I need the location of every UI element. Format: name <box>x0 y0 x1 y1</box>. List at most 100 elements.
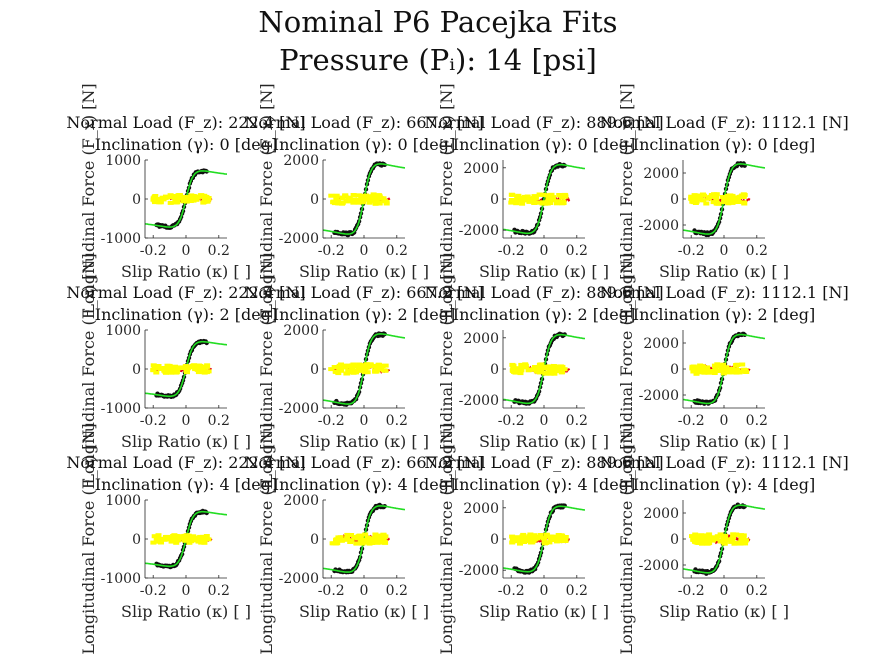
residual-yellow-point <box>526 536 533 541</box>
residual-yellow-point <box>353 364 360 369</box>
y-tick-label: 0 <box>490 192 499 208</box>
x-axis-label: Slip Ratio (κ) [ ] <box>659 262 789 281</box>
residual-yellow-point <box>704 538 711 543</box>
residual-yellow-point <box>328 367 335 372</box>
residual-yellow-point <box>197 364 204 368</box>
y-tick-label: -2000 <box>459 223 499 239</box>
residual-yellow-point <box>691 193 698 198</box>
residual-yellow-point <box>362 532 369 537</box>
subplot-title-load: Normal Load (F_z): 667.2 [N] <box>244 113 483 132</box>
residual-yellow-point <box>690 368 697 373</box>
y-tick-label: 1000 <box>105 323 141 339</box>
subplot-2-1: Normal Load (F_z): 667.2 [N] Inclination … <box>244 423 483 654</box>
residual-yellow-point <box>550 534 557 539</box>
x-tick-label: 0.2 <box>566 413 588 429</box>
x-axis-label: Slip Ratio (κ) [ ] <box>479 602 609 621</box>
x-tick-label: 0 <box>720 243 729 259</box>
subplot-title-load: Normal Load (F_z): 1112.1 [N] <box>599 283 848 302</box>
residual-yellow-point <box>526 199 533 204</box>
residual-yellow-point <box>372 532 379 537</box>
residual-yellow-point <box>522 536 529 541</box>
fit-curve <box>503 163 585 235</box>
residual-yellow-point <box>181 366 188 370</box>
residual-yellow-point <box>544 193 551 198</box>
subplot-1-2: Normal Load (F_z): 889.6 [N] Inclination … <box>424 253 663 484</box>
residual-yellow-series <box>689 532 750 546</box>
residual-yellow-point <box>520 538 527 543</box>
residual-yellow-point <box>517 541 523 546</box>
residual-yellow-point <box>155 364 162 368</box>
y-axis-label: Longitudinal Force (F_x) [N] <box>437 83 456 314</box>
residual-yellow-point <box>342 193 349 198</box>
residual-yellow-point <box>562 539 569 543</box>
residual-yellow-point <box>546 540 553 545</box>
y-tick-label: 2000 <box>283 323 319 339</box>
subplot-1-0: Normal Load (F_z): 222.4 [N] Inclination … <box>66 253 305 484</box>
x-axis-label: Slip Ratio (κ) [ ] <box>299 432 429 451</box>
residual-yellow-point <box>363 194 369 199</box>
residual-yellow-point <box>704 365 711 370</box>
residual-yellow-point <box>171 535 178 540</box>
y-tick-label: 2000 <box>283 153 319 169</box>
y-axis-label: Longitudinal Force (F_x) [N] <box>617 253 636 484</box>
residual-yellow-point <box>342 365 348 370</box>
residual-yellow-series <box>328 192 390 206</box>
residual-yellow-point <box>555 368 562 373</box>
y-tick-label: -2000 <box>459 393 499 409</box>
residual-yellow-point <box>549 195 556 200</box>
residual-yellow-point <box>712 367 719 371</box>
residual-yellow-point <box>700 198 707 203</box>
residual-yellow-point <box>718 538 724 543</box>
y-tick-label: -2000 <box>639 558 679 574</box>
residual-yellow-point <box>560 201 567 205</box>
subplot-0-3: Normal Load (F_z): 1112.1 [N] Inclination… <box>599 83 848 314</box>
residual-yellow-point <box>693 536 700 541</box>
residual-yellow-point <box>184 370 190 375</box>
x-tick-label: 0 <box>540 583 549 599</box>
residual-yellow-point <box>182 198 189 203</box>
y-tick-label: -2000 <box>279 571 319 587</box>
plot-area <box>323 502 405 575</box>
residual-yellow-point <box>508 192 515 197</box>
residual-yellow-point <box>382 199 389 204</box>
x-axis-label: Slip Ratio (κ) [ ] <box>479 432 609 451</box>
residual-yellow-point <box>531 534 538 539</box>
y-axis-label: Longitudinal Force (F_x) [N] <box>257 423 276 654</box>
subplot-title-load: Normal Load (F_z): 1112.1 [N] <box>599 453 848 472</box>
x-tick-label: 0.2 <box>386 243 408 259</box>
x-tick-label: -0.2 <box>318 243 345 259</box>
y-tick-label: -2000 <box>459 563 499 579</box>
residual-yellow-point <box>721 538 728 543</box>
residual-yellow-point <box>510 200 516 205</box>
residual-yellow-point <box>344 371 351 376</box>
residual-yellow-point <box>353 368 360 373</box>
residual-yellow-point <box>173 370 180 375</box>
subplot-title-inclination: Inclination (γ): 0 [deg] <box>273 135 455 154</box>
residual-yellow-point <box>689 534 695 539</box>
subplot-2-3: Normal Load (F_z): 1112.1 [N] Inclination… <box>599 423 848 654</box>
figure-title-line2: Pressure (Pᵢ): 14 [psi] <box>279 43 597 77</box>
y-tick-label: -2000 <box>279 401 319 417</box>
residual-yellow-point <box>155 533 162 538</box>
residual-yellow-point <box>336 363 343 368</box>
residual-yellow-point <box>509 362 516 367</box>
y-tick-label: 2000 <box>463 331 499 347</box>
x-axis-label: Slip Ratio (κ) [ ] <box>121 432 251 451</box>
residual-yellow-point <box>730 532 737 537</box>
residual-yellow-point <box>333 193 340 198</box>
plot-area <box>503 503 585 575</box>
residual-yellow-point <box>151 534 158 539</box>
residual-yellow-point <box>355 193 362 198</box>
residual-yellow-point <box>738 533 745 538</box>
x-tick-label: -0.2 <box>498 583 525 599</box>
y-axis-label: Longitudinal Force (F_x) [N] <box>437 423 456 654</box>
residual-yellow-point <box>150 368 157 373</box>
residual-yellow-point <box>541 365 548 370</box>
y-axis-label: Longitudinal Force (F_x) [N] <box>257 253 276 484</box>
subplot-2-2: Normal Load (F_z): 889.6 [N] Inclination … <box>424 423 663 654</box>
residual-yellow-point <box>711 371 718 375</box>
residual-yellow-point <box>383 201 390 206</box>
residual-yellow-point <box>354 536 361 541</box>
x-tick-label: -0.2 <box>318 583 345 599</box>
residual-yellow-point <box>181 537 188 542</box>
